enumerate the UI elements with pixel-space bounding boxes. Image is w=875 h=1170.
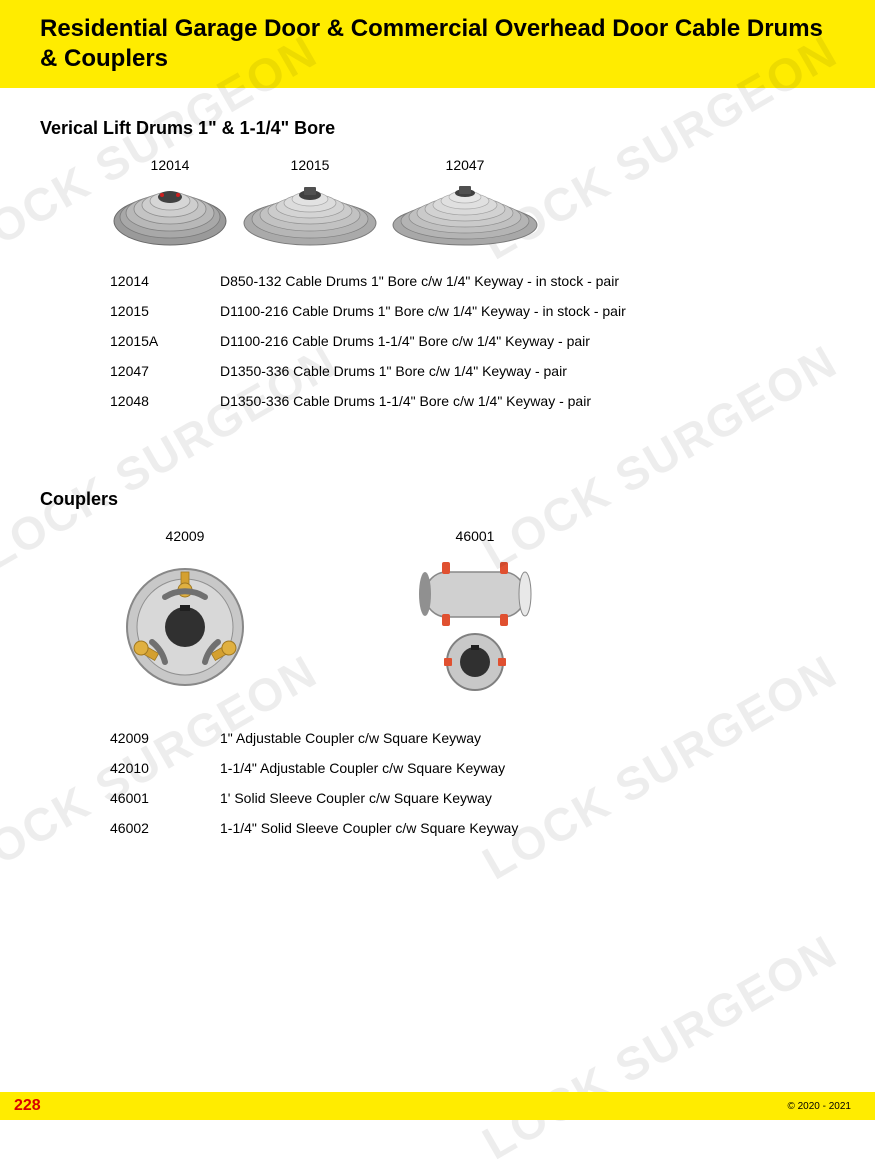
spec-row: 46002 1-1/4" Solid Sleeve Coupler c/w Sq… (110, 820, 835, 836)
spec-row: 46001 1' Solid Sleeve Coupler c/w Square… (110, 790, 835, 806)
spec-code: 12048 (110, 393, 220, 409)
spec-row: 42010 1-1/4" Adjustable Coupler c/w Squa… (110, 760, 835, 776)
drum-image (390, 179, 540, 249)
copyright: © 2020 - 2021 (787, 1101, 851, 1112)
couplers-spec-table: 42009 1" Adjustable Coupler c/w Square K… (110, 730, 835, 836)
drum-images-row: 12014 12015 (110, 157, 835, 249)
section-title-drums: Verical Lift Drums 1" & 1-1/4" Bore (40, 118, 835, 139)
spec-desc: D850-132 Cable Drums 1" Bore c/w 1/4" Ke… (220, 273, 619, 289)
drum-image (240, 179, 380, 249)
spec-code: 12014 (110, 273, 220, 289)
spec-code: 42010 (110, 760, 220, 776)
coupler-label: 42009 (166, 528, 205, 544)
spec-code: 12015 (110, 303, 220, 319)
header-bar: Residential Garage Door & Commercial Ove… (0, 0, 875, 88)
drum-image (110, 179, 230, 249)
coupler-item-42009: 42009 (110, 528, 260, 702)
coupler-item-46001: 46001 (400, 528, 550, 702)
spec-row: 12048 D1350-336 Cable Drums 1-1/4" Bore … (110, 393, 835, 409)
spec-row: 12015A D1100-216 Cable Drums 1-1/4" Bore… (110, 333, 835, 349)
content: Verical Lift Drums 1" & 1-1/4" Bore 1201… (0, 88, 875, 836)
watermark: LOCK SURGEON (473, 924, 846, 1170)
spec-code: 42009 (110, 730, 220, 746)
section-title-couplers: Couplers (40, 489, 835, 510)
drum-label: 12014 (151, 157, 190, 173)
coupler-image (110, 552, 260, 702)
spec-code: 12047 (110, 363, 220, 379)
coupler-label: 46001 (456, 528, 495, 544)
spec-row: 12015 D1100-216 Cable Drums 1" Bore c/w … (110, 303, 835, 319)
drum-item-12014: 12014 (110, 157, 230, 249)
page-number: 228 (14, 1097, 41, 1115)
drum-label: 12015 (291, 157, 330, 173)
spec-code: 12015A (110, 333, 220, 349)
spec-desc: 1-1/4" Solid Sleeve Coupler c/w Square K… (220, 820, 518, 836)
spec-desc: 1" Adjustable Coupler c/w Square Keyway (220, 730, 481, 746)
drum-label: 12047 (446, 157, 485, 173)
drum-item-12015: 12015 (240, 157, 380, 249)
spec-desc: D1100-216 Cable Drums 1" Bore c/w 1/4" K… (220, 303, 626, 319)
spec-row: 42009 1" Adjustable Coupler c/w Square K… (110, 730, 835, 746)
spec-desc: D1100-216 Cable Drums 1-1/4" Bore c/w 1/… (220, 333, 590, 349)
spec-desc: 1-1/4" Adjustable Coupler c/w Square Key… (220, 760, 505, 776)
spec-desc: 1' Solid Sleeve Coupler c/w Square Keywa… (220, 790, 492, 806)
spec-desc: D1350-336 Cable Drums 1-1/4" Bore c/w 1/… (220, 393, 591, 409)
spec-code: 46002 (110, 820, 220, 836)
coupler-images-row: 42009 (110, 528, 835, 702)
spec-row: 12014 D850-132 Cable Drums 1" Bore c/w 1… (110, 273, 835, 289)
page-title: Residential Garage Door & Commercial Ove… (40, 14, 835, 74)
coupler-image (400, 552, 550, 702)
drums-spec-table: 12014 D850-132 Cable Drums 1" Bore c/w 1… (110, 273, 835, 409)
spec-desc: D1350-336 Cable Drums 1" Bore c/w 1/4" K… (220, 363, 567, 379)
spec-code: 46001 (110, 790, 220, 806)
spec-row: 12047 D1350-336 Cable Drums 1" Bore c/w … (110, 363, 835, 379)
footer-bar: 228 © 2020 - 2021 (0, 1092, 875, 1120)
drum-item-12047: 12047 (390, 157, 540, 249)
